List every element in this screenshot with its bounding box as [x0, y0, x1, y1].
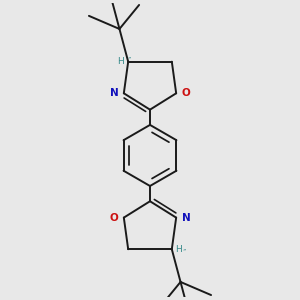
Text: H: H [117, 57, 124, 66]
Text: O: O [110, 213, 118, 223]
Text: ’’: ’’ [183, 248, 187, 254]
Text: N: N [182, 213, 190, 223]
Text: N: N [110, 88, 118, 98]
Text: H: H [175, 245, 182, 254]
Text: ’’: ’’ [127, 56, 131, 62]
Text: O: O [182, 88, 190, 98]
